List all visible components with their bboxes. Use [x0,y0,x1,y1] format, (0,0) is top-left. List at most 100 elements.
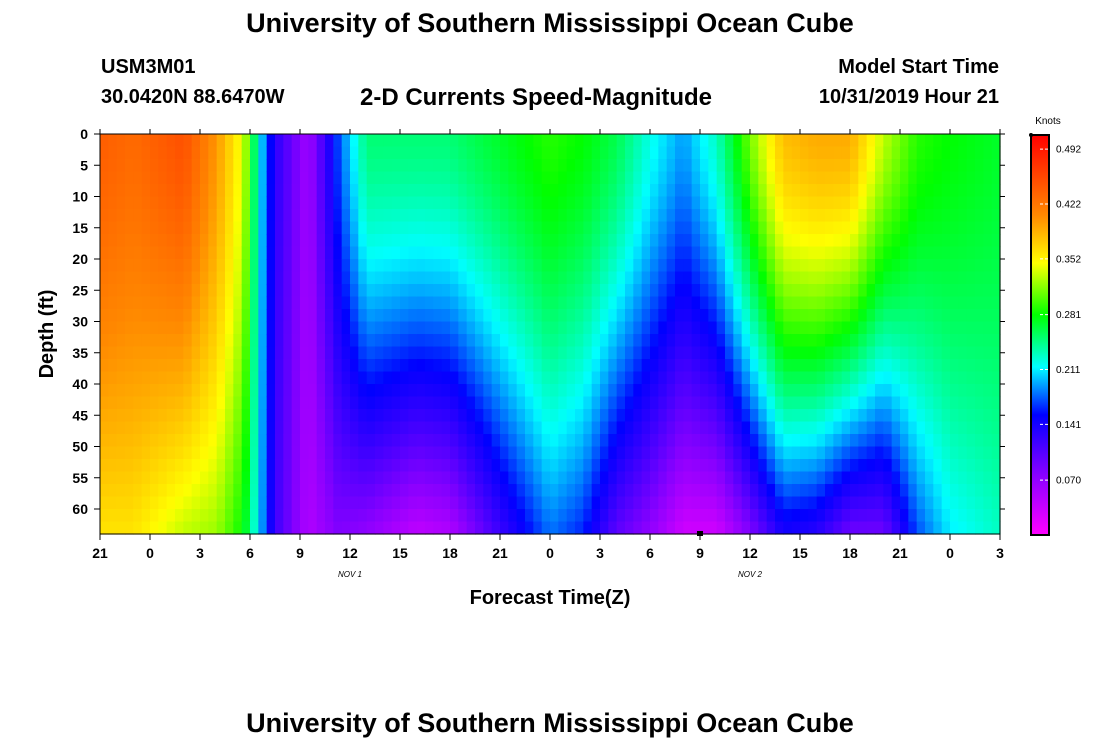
heatmap-cell [108,246,118,260]
heatmap-cell [116,171,126,185]
heatmap-cell [441,209,451,223]
heatmap-cell [941,434,951,448]
heatmap-cell [158,434,168,448]
heatmap-cell [191,146,201,160]
heatmap-cell [400,234,409,248]
heatmap-cell [641,159,651,173]
heatmap-cell [700,484,709,498]
heatmap-cell [841,471,851,485]
heatmap-cell [566,521,576,535]
heatmap-cell [341,471,351,485]
heatmap-cell [166,471,176,485]
heatmap-cell [491,296,501,310]
heatmap-cell [716,421,726,435]
heatmap-cell [583,509,593,523]
heatmap-cell [250,434,259,448]
heatmap-cell [200,346,209,360]
heatmap-cell [958,484,968,498]
heatmap-cell [725,521,734,535]
heatmap-cell [783,196,793,210]
heatmap-cell [766,446,776,460]
heatmap-cell [975,196,984,210]
heatmap-cell [733,496,743,510]
heatmap-cell [600,259,609,273]
heatmap-cell [766,346,776,360]
heatmap-cell [708,509,718,523]
heatmap-cell [658,221,668,235]
heatmap-cell [400,321,409,335]
heatmap-cell [908,146,918,160]
heatmap-cell [283,159,293,173]
heatmap-cell [608,409,618,423]
heatmap-cell [475,484,484,498]
heatmap-cell [491,159,501,173]
heatmap-cell [600,334,609,348]
heatmap-cell [975,284,984,298]
heatmap-cell [516,409,526,423]
heatmap-cell [150,246,159,260]
heatmap-cell [583,371,593,385]
heatmap-cell [525,396,534,410]
heatmap-cell [233,234,243,248]
heatmap-cell [100,384,109,398]
heatmap-cell [725,471,734,485]
heatmap-cell [633,321,643,335]
heatmap-cell [766,421,776,435]
x-tick-label: 15 [392,545,408,561]
heatmap-cell [633,521,643,535]
heatmap-cell [425,471,434,485]
heatmap-cell [333,171,343,185]
heatmap-cell [300,384,309,398]
heatmap-cell [308,384,318,398]
heatmap-cell [700,384,709,398]
heatmap-cell [425,184,434,198]
heatmap-cell [108,409,118,423]
heatmap-cell [258,346,268,360]
heatmap-cell [916,409,926,423]
heatmap-cell [350,196,359,210]
heatmap-cell [116,271,126,285]
heatmap-cell [866,246,876,260]
heatmap-cell [233,171,243,185]
heatmap-cell [225,246,234,260]
heatmap-cell [708,284,718,298]
heatmap-cell [933,484,943,498]
heatmap-cell [541,496,551,510]
heatmap-cell [650,396,659,410]
heatmap-cell [950,384,959,398]
heatmap-cell [683,146,693,160]
heatmap-cell [650,496,659,510]
heatmap-cell [358,309,368,323]
heatmap-cell [508,496,518,510]
heatmap-cell [608,346,618,360]
heatmap-cell [900,396,909,410]
heatmap-cell [308,321,318,335]
heatmap-cell [175,421,184,435]
heatmap-cell [925,446,934,460]
heatmap-cell [691,209,701,223]
heatmap-cell [875,471,884,485]
heatmap-cell [200,234,209,248]
heatmap-cell [191,446,201,460]
heatmap-cell [500,159,509,173]
heatmap-cell [525,521,534,535]
heatmap-cell [741,434,751,448]
heatmap-cell [133,396,143,410]
heatmap-cell [150,459,159,473]
heatmap-cell [766,146,776,160]
heatmap-cell [191,234,201,248]
heatmap-cell [841,134,851,148]
heatmap-cell [275,334,284,348]
heatmap-cell [875,234,884,248]
heatmap-cell [350,209,359,223]
heatmap-cell [625,471,634,485]
heatmap-cell [125,221,134,235]
heatmap-cell [266,246,276,260]
heatmap-cell [791,171,801,185]
heatmap-cell [458,471,468,485]
heatmap-cell [933,371,943,385]
heatmap-cell [691,421,701,435]
heatmap-cell [208,296,218,310]
heatmap-cell [983,459,993,473]
heatmap-cell [900,471,909,485]
